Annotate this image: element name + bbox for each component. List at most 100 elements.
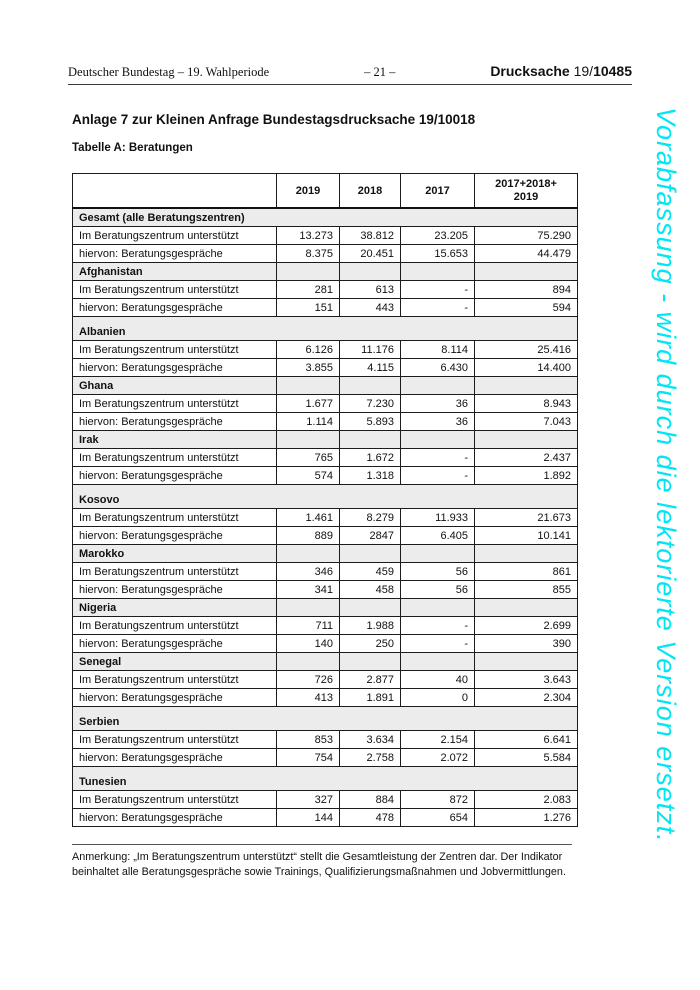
value-cell: 726 xyxy=(276,670,340,689)
value-cell: 574 xyxy=(276,466,340,485)
indicator-label: Im Beratungszentrum unterstützt xyxy=(72,508,277,527)
table-subtitle: Tabelle A: Beratungen xyxy=(72,142,193,154)
section-header-row: Serbien xyxy=(72,706,578,731)
running-head-right: Drucksache 19/10485 xyxy=(490,63,632,79)
value-cell: 20.451 xyxy=(339,244,401,263)
value-cell: 459 xyxy=(339,562,401,581)
value-cell: 2.154 xyxy=(400,730,475,749)
section-name: Gesamt (alle Beratungszentren) xyxy=(72,207,578,227)
value-cell: 5.584 xyxy=(474,748,578,767)
data-row-consultations: hiervon: Beratungsgespräche 413 1.891 0 2.30… xyxy=(72,688,578,707)
value-cell: - xyxy=(400,298,475,317)
value-cell: - xyxy=(400,280,475,299)
data-row-consultations: hiervon: Beratungsgespräche 3.855 4.115 6.4… xyxy=(72,358,578,377)
running-head: Deutscher Bundestag – 19. Wahlperiode – … xyxy=(68,63,632,85)
value-cell: 8.114 xyxy=(400,340,475,359)
value-cell: 855 xyxy=(474,580,578,599)
value-cell: 11.933 xyxy=(400,508,475,527)
value-cell: 2.072 xyxy=(400,748,475,767)
value-cell: 14.400 xyxy=(474,358,578,377)
value-cell: 765 xyxy=(276,448,340,467)
indicator-label: Im Beratungszentrum unterstützt xyxy=(72,394,277,413)
value-cell: - xyxy=(400,634,475,653)
value-cell: - xyxy=(400,616,475,635)
value-cell: 7.230 xyxy=(339,394,401,413)
section-empty-cell xyxy=(400,376,475,395)
section-empty-cell xyxy=(276,598,340,617)
indicator-label: hiervon: Beratungsgespräche xyxy=(72,580,277,599)
value-cell: 654 xyxy=(400,808,475,827)
section-name: Ghana xyxy=(72,376,277,395)
indicator-label: Im Beratungszentrum unterstützt xyxy=(72,280,277,299)
value-cell: 44.479 xyxy=(474,244,578,263)
indicator-label: Im Beratungszentrum unterstützt xyxy=(72,730,277,749)
value-cell: - xyxy=(400,466,475,485)
value-cell: 2.877 xyxy=(339,670,401,689)
section-empty-cell xyxy=(339,430,401,449)
data-row-consultations: hiervon: Beratungsgespräche 889 2847 6.405 1… xyxy=(72,526,578,545)
footnote: Anmerkung: „Im Beratungszentrum unterstü… xyxy=(72,844,572,879)
value-cell: 11.176 xyxy=(339,340,401,359)
value-cell: 75.290 xyxy=(474,226,578,245)
section-empty-cell xyxy=(474,376,578,395)
value-cell: 25.416 xyxy=(474,340,578,359)
col-header-2019: 2019 xyxy=(276,173,340,209)
drucksache-label: Drucksache xyxy=(490,63,570,79)
value-cell: 861 xyxy=(474,562,578,581)
value-cell: 894 xyxy=(474,280,578,299)
corner-cell xyxy=(72,173,277,209)
value-cell: 36 xyxy=(400,412,475,431)
value-cell: 889 xyxy=(276,526,340,545)
value-cell: 754 xyxy=(276,748,340,767)
table-header-row: 2019 2018 2017 2017+2018+ 2019 xyxy=(72,173,578,209)
value-cell: - xyxy=(400,448,475,467)
value-cell: 56 xyxy=(400,580,475,599)
value-cell: 1.672 xyxy=(339,448,401,467)
section-header-row: Kosovo xyxy=(72,484,578,509)
value-cell: 1.276 xyxy=(474,808,578,827)
section-empty-cell xyxy=(339,544,401,563)
value-cell: 1.892 xyxy=(474,466,578,485)
value-cell: 853 xyxy=(276,730,340,749)
indicator-label: hiervon: Beratungsgespräche xyxy=(72,748,277,767)
indicator-label: Im Beratungszentrum unterstützt xyxy=(72,670,277,689)
indicator-label: hiervon: Beratungsgespräche xyxy=(72,412,277,431)
section-empty-cell xyxy=(339,652,401,671)
section-header-row: Nigeria xyxy=(72,598,578,617)
section-empty-cell xyxy=(400,598,475,617)
value-cell: 7.043 xyxy=(474,412,578,431)
indicator-label: hiervon: Beratungsgespräche xyxy=(72,634,277,653)
data-row-consultations: hiervon: Beratungsgespräche 341 458 56 855 xyxy=(72,580,578,599)
value-cell: 443 xyxy=(339,298,401,317)
section-header-row: Senegal xyxy=(72,652,578,671)
page-title: Anlage 7 zur Kleinen Anfrage Bundestagsd… xyxy=(72,112,476,127)
value-cell: 2847 xyxy=(339,526,401,545)
value-cell: 6.405 xyxy=(400,526,475,545)
indicator-label: Im Beratungszentrum unterstützt xyxy=(72,226,277,245)
indicator-label: hiervon: Beratungsgespräche xyxy=(72,244,277,263)
value-cell: 281 xyxy=(276,280,340,299)
section-empty-cell xyxy=(474,598,578,617)
value-cell: 1.318 xyxy=(339,466,401,485)
section-empty-cell xyxy=(474,652,578,671)
value-cell: 2.083 xyxy=(474,790,578,809)
value-cell: 1.677 xyxy=(276,394,340,413)
section-empty-cell xyxy=(474,262,578,281)
section-empty-cell xyxy=(276,262,340,281)
data-row-supported: Im Beratungszentrum unterstützt 13.273 38.… xyxy=(72,226,578,245)
data-row-consultations: hiervon: Beratungsgespräche 8.375 20.451 15… xyxy=(72,244,578,263)
section-empty-cell xyxy=(276,376,340,395)
section-empty-cell xyxy=(276,544,340,563)
value-cell: 38.812 xyxy=(339,226,401,245)
value-cell: 250 xyxy=(339,634,401,653)
value-cell: 458 xyxy=(339,580,401,599)
value-cell: 2.304 xyxy=(474,688,578,707)
indicator-label: Im Beratungszentrum unterstützt xyxy=(72,562,277,581)
indicator-label: hiervon: Beratungsgespräche xyxy=(72,808,277,827)
value-cell: 0 xyxy=(400,688,475,707)
value-cell: 613 xyxy=(339,280,401,299)
section-name: Irak xyxy=(72,430,277,449)
section-name: Tunesien xyxy=(72,766,578,791)
value-cell: 2.437 xyxy=(474,448,578,467)
data-row-consultations: hiervon: Beratungsgespräche 754 2.758 2.072… xyxy=(72,748,578,767)
